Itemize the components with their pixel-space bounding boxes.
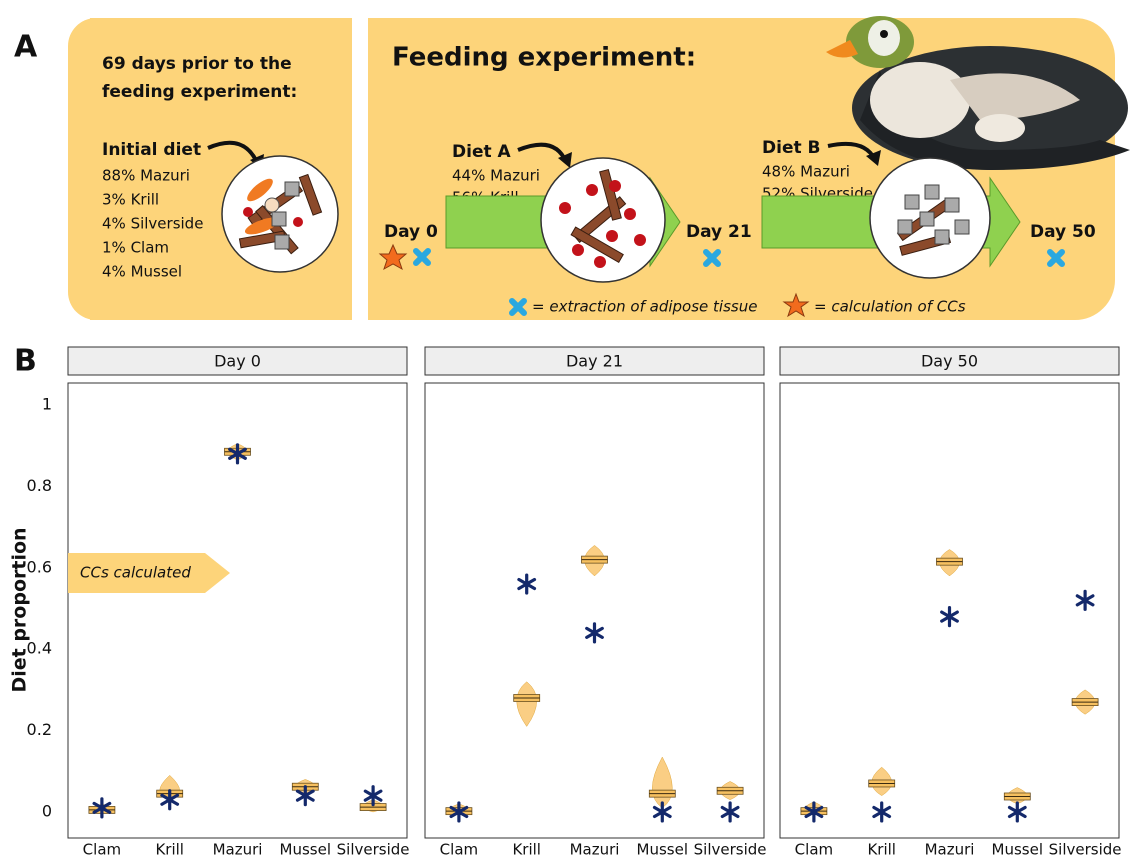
y-tick-label: 0.6 xyxy=(27,557,52,576)
day-label: Day 0 xyxy=(384,222,438,242)
x-tick-label: Mussel xyxy=(992,841,1043,859)
true-value-asterisk xyxy=(1007,801,1027,823)
x-tick-label: Mussel xyxy=(637,841,688,859)
y-tick-label: 0.2 xyxy=(27,720,52,739)
day-label: Day 21 xyxy=(686,222,752,242)
true-value-asterisk xyxy=(160,789,180,811)
x-tick-label: Mazuri xyxy=(570,841,620,859)
duck-illustration xyxy=(826,16,1130,170)
true-value-asterisk xyxy=(720,801,740,823)
y-tick-label: 1 xyxy=(42,394,52,413)
experiment-title: Feeding experiment: xyxy=(392,43,696,73)
x-tick-label: Silverside xyxy=(694,841,767,859)
strip xyxy=(424,346,765,376)
diet-title: Diet A xyxy=(452,142,512,162)
x-tick-label: Clam xyxy=(83,841,121,859)
legend-text: = calculation of CCs xyxy=(814,298,966,316)
annotation-arrow xyxy=(68,553,230,593)
bowl-diet-b xyxy=(869,157,991,279)
x-tick-label: Clam xyxy=(440,841,478,859)
bowl-initial xyxy=(221,155,339,273)
experiment-box-fill xyxy=(368,18,428,320)
diet-title: Diet B xyxy=(762,138,820,158)
diet-item: 88% Mazuri xyxy=(102,167,190,185)
facet-title: Day 0 xyxy=(214,352,261,371)
x-tick-label: Silverside xyxy=(337,841,410,859)
true-value-asterisk xyxy=(92,797,112,819)
day-label: Day 50 xyxy=(1030,222,1096,242)
strip xyxy=(67,346,408,376)
diet-item: 4% Silverside xyxy=(102,215,203,233)
diet-title: Initial diet xyxy=(102,140,201,160)
true-value-asterisk xyxy=(1075,589,1095,611)
true-value-asterisk xyxy=(449,801,469,823)
cross-icon xyxy=(1047,249,1065,267)
x-tick-label: Krill xyxy=(867,841,896,859)
true-value-asterisk xyxy=(940,606,959,628)
diet-item: 48% Mazuri xyxy=(762,163,850,181)
x-tick-label: Clam xyxy=(795,841,833,859)
x-tick-label: Mazuri xyxy=(925,841,975,859)
true-value-asterisk xyxy=(228,443,247,465)
y-axis-label: Diet proportion xyxy=(9,527,31,692)
x-tick-label: Krill xyxy=(155,841,184,859)
prior-title: feeding experiment: xyxy=(102,82,297,102)
bowl-diet-a xyxy=(540,157,666,283)
diet-item: 3% Krill xyxy=(102,191,159,209)
violin xyxy=(516,681,537,727)
arrow-head xyxy=(558,152,572,168)
diet-item: 44% Mazuri xyxy=(452,167,540,185)
true-value-asterisk xyxy=(585,622,604,644)
x-tick-label: Mussel xyxy=(280,841,331,859)
x-tick-label: Silverside xyxy=(1049,841,1122,859)
cross-icon xyxy=(509,298,527,316)
star-icon xyxy=(378,243,408,271)
true-value-asterisk xyxy=(652,801,672,823)
cross-icon xyxy=(703,249,721,267)
x-tick-label: Krill xyxy=(512,841,541,859)
legend-text: = extraction of adipose tissue xyxy=(532,298,757,316)
panel-label: B xyxy=(14,344,37,379)
strip xyxy=(779,346,1120,376)
y-tick-label: 0.8 xyxy=(27,476,52,495)
diet-item: 1% Clam xyxy=(102,239,169,257)
plot-frame xyxy=(424,382,765,839)
annotation: CCs calculated xyxy=(80,564,191,582)
star-icon xyxy=(782,292,810,318)
prior-title: 69 days prior to the xyxy=(102,54,292,74)
x-tick-label: Mazuri xyxy=(213,841,263,859)
arrow-head xyxy=(866,150,881,166)
true-value-asterisk xyxy=(517,573,537,595)
cross-icon xyxy=(413,248,431,266)
facet-title: Day 50 xyxy=(921,352,978,371)
true-value-asterisk xyxy=(804,801,824,823)
diet-item: 4% Mussel xyxy=(102,263,182,281)
true-value-asterisk xyxy=(295,785,315,807)
panel-label: A xyxy=(14,30,38,65)
facet-title: Day 21 xyxy=(566,352,623,371)
y-tick-label: 0.4 xyxy=(27,639,52,658)
true-value-asterisk xyxy=(872,801,892,823)
true-value-asterisk xyxy=(363,785,383,807)
y-tick-label: 0 xyxy=(42,801,52,820)
